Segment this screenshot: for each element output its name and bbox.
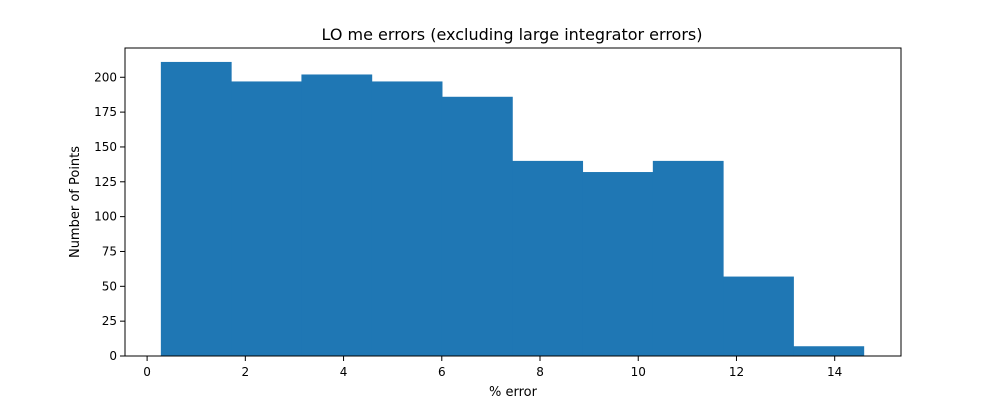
x-tick-label: 6 bbox=[438, 365, 446, 379]
y-tick-label: 0 bbox=[109, 349, 117, 363]
x-tick-label: 12 bbox=[729, 365, 744, 379]
histogram-bar bbox=[793, 346, 865, 356]
plot-frame bbox=[124, 47, 902, 357]
x-tick-label: 14 bbox=[827, 365, 842, 379]
y-tick-label: 150 bbox=[94, 140, 117, 154]
y-tick-label: 175 bbox=[94, 105, 117, 119]
histogram-bar bbox=[652, 160, 724, 356]
x-tick-label: 10 bbox=[631, 365, 646, 379]
x-tick-label: 4 bbox=[340, 365, 348, 379]
histogram-bar bbox=[371, 81, 443, 356]
chart-title: LO me errors (excluding large integrator… bbox=[322, 25, 703, 44]
histogram-bar bbox=[723, 276, 794, 356]
x-axis: 0 2 4 6 8 10 12 14 bbox=[143, 356, 842, 379]
y-axis: 0 25 50 75 100 125 150 175 200 bbox=[94, 70, 125, 363]
histogram-bar bbox=[231, 81, 302, 356]
y-tick-label: 125 bbox=[94, 175, 117, 189]
y-tick-label: 75 bbox=[102, 244, 117, 258]
y-tick-label: 100 bbox=[94, 210, 117, 224]
y-tick-label: 50 bbox=[102, 279, 117, 293]
x-tick-label: 0 bbox=[143, 365, 151, 379]
x-axis-label: % error bbox=[489, 385, 538, 400]
histogram-bar bbox=[582, 172, 654, 356]
histogram-bar bbox=[301, 74, 373, 356]
y-tick-label: 25 bbox=[102, 314, 117, 328]
histogram-bar bbox=[441, 96, 513, 356]
x-tick-label: 8 bbox=[536, 365, 544, 379]
y-tick-label: 200 bbox=[94, 70, 117, 84]
bars-group bbox=[160, 61, 865, 357]
histogram-bar bbox=[160, 61, 232, 357]
histogram-bar bbox=[512, 160, 584, 356]
x-tick-label: 2 bbox=[242, 365, 250, 379]
y-axis-label: Number of Points bbox=[68, 146, 83, 258]
